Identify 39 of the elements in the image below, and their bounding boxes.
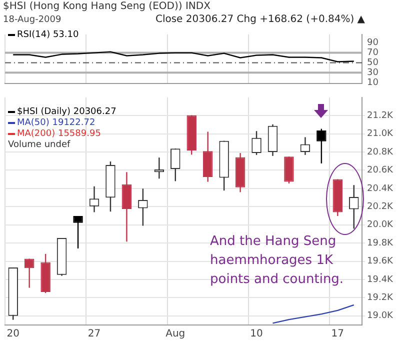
candlestick bbox=[284, 156, 294, 184]
x-tick-label: 20 bbox=[6, 328, 20, 340]
y-tick-label: 50 bbox=[367, 58, 379, 68]
legend-label: MA(50) 19122.72 bbox=[16, 118, 96, 129]
candlestick bbox=[73, 215, 83, 250]
y-tick-label: 20.4K bbox=[367, 184, 394, 194]
x-tick-label: 27 bbox=[88, 328, 101, 340]
x-tick-label: 10 bbox=[250, 328, 263, 340]
candlestick bbox=[24, 258, 34, 288]
chart-title: $HSI (Hong Kong Hang Seng (EOD)) INDX bbox=[3, 1, 210, 12]
x-tick-label: 17 bbox=[331, 328, 344, 340]
legend-label: MA(200) 15589.95 bbox=[16, 129, 102, 140]
y-tick-label: 20.2K bbox=[367, 202, 394, 212]
y-tick-label: 21.0K bbox=[367, 129, 394, 140]
y-tick-label: 30 bbox=[367, 68, 379, 78]
x-tick-label: Aug bbox=[166, 328, 186, 340]
y-tick-label: 19.2K bbox=[367, 293, 394, 304]
y-tick-label: 19.8K bbox=[367, 238, 394, 248]
legend-label: RSI(14) 53.10 bbox=[16, 30, 79, 41]
candlestick bbox=[170, 148, 180, 182]
annotation: And the Hang Seng haemmhorages 1K points and counting. bbox=[210, 233, 345, 289]
y-tick-label: 70 bbox=[367, 48, 379, 58]
candlestick bbox=[316, 128, 326, 164]
y-tick-label: 21.2K bbox=[367, 110, 394, 121]
y-tick-label: 19.0K bbox=[367, 311, 394, 322]
annotation: Volume undef bbox=[8, 140, 72, 151]
y-tick-label: 20.8K bbox=[367, 147, 394, 158]
y-tick-label: 20.6K bbox=[367, 166, 394, 176]
text: Close 20306.27 Chg +168.62 (+0.84%) ▲ bbox=[155, 14, 365, 25]
y-tick-label: 19.4K bbox=[367, 274, 394, 285]
y-tick-label: 10 bbox=[367, 78, 379, 88]
legend-label: $HSI (Daily) 20306.27 bbox=[16, 107, 116, 118]
candlestick bbox=[202, 131, 213, 182]
chart-subtitle: 18-Aug-2009 bbox=[3, 15, 62, 25]
candlestick bbox=[138, 188, 148, 226]
y-tick-label: 19.6K bbox=[367, 256, 394, 267]
y-tick-label: 90 bbox=[367, 38, 379, 48]
y-tick-label: 20.0K bbox=[367, 220, 394, 230]
candlestick bbox=[122, 172, 132, 242]
